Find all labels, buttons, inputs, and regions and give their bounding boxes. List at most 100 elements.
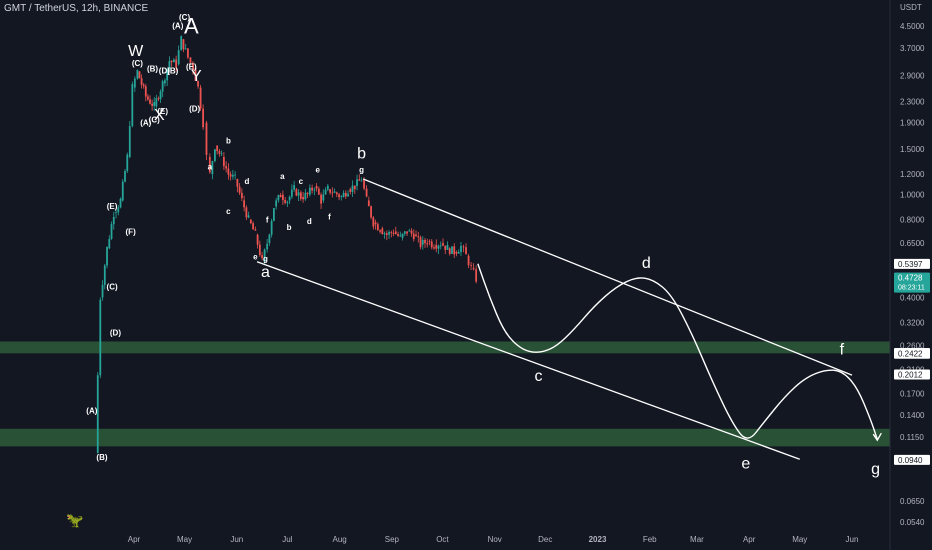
candle-body-90 xyxy=(304,192,307,200)
candle-body-59 xyxy=(234,174,237,176)
candle-body-16 xyxy=(133,78,136,88)
wave-label-29: a xyxy=(280,172,285,181)
wave-label-1: W xyxy=(128,43,144,60)
candle-body-64 xyxy=(245,207,248,218)
candle-body-65 xyxy=(247,215,250,218)
candle-body-11 xyxy=(121,181,124,201)
wave-label-35: b xyxy=(357,146,366,163)
tradingview-logo-icon[interactable]: 🦖 xyxy=(66,512,84,528)
candle-body-60 xyxy=(236,179,239,187)
candle-body-51 xyxy=(216,145,219,152)
wave-label-3: Y xyxy=(191,68,202,85)
wave-label-40: f xyxy=(840,342,845,359)
candle-body-116 xyxy=(363,179,365,189)
price-tag-bg-4 xyxy=(894,348,930,359)
y-tick-label-6: 1.2000 xyxy=(900,170,925,179)
candle-body-135 xyxy=(406,231,408,234)
wave-label-4: (A) xyxy=(172,22,183,31)
candle-body-8 xyxy=(115,212,117,213)
channel-line-0 xyxy=(362,178,853,376)
candle-body-67 xyxy=(252,223,255,230)
candle-body-2 xyxy=(101,284,104,298)
candle-body-108 xyxy=(344,192,347,197)
candle-body-81 xyxy=(284,199,287,203)
candle-body-133 xyxy=(401,233,404,238)
candle-body-43 xyxy=(194,67,197,81)
candle-body-109 xyxy=(347,193,349,197)
candle-body-115 xyxy=(360,180,363,182)
currency-label: USDT xyxy=(900,3,922,12)
wave-label-8: (D) xyxy=(159,66,170,75)
candle-body-46 xyxy=(202,108,205,128)
candle-body-152 xyxy=(444,245,447,250)
channel-line-1 xyxy=(256,261,800,460)
candle-body-137 xyxy=(410,230,413,234)
x-tick-label-2: Jun xyxy=(230,535,243,544)
candle-body-78 xyxy=(277,195,280,201)
wave-label-18: (D) xyxy=(110,328,121,337)
candle-body-82 xyxy=(286,201,289,203)
wave-label-9: (B) xyxy=(167,66,178,75)
candle-body-157 xyxy=(455,251,458,254)
price-tag-bg-2 xyxy=(894,272,930,293)
candle-body-155 xyxy=(451,246,453,254)
candle-body-17 xyxy=(136,70,139,79)
time-axis[interactable]: Apr May Jun Jul Aug Sep Oct Nov Dec 2023 Feb Mar Apr… xyxy=(128,535,859,544)
candle-body-153 xyxy=(446,245,449,250)
candle-body-80 xyxy=(281,194,284,200)
candle-body-163 xyxy=(470,265,472,267)
candle-body-72 xyxy=(263,249,266,262)
trend-channel-lines xyxy=(256,178,853,460)
candle-body-142 xyxy=(421,239,424,245)
candle-body-151 xyxy=(442,242,444,246)
y-tick-label-15: 0.1400 xyxy=(900,411,925,420)
candle-body-165 xyxy=(475,269,478,282)
y-tick-label-2: 2.9000 xyxy=(900,71,925,80)
candle-body-55 xyxy=(225,166,228,169)
price-tag-text-6: 0.0940 xyxy=(898,456,923,465)
y-tick-label-11: 0.3200 xyxy=(900,318,925,327)
wave-label-2: X xyxy=(154,107,165,124)
candle-body-158 xyxy=(457,252,460,254)
candle-body-113 xyxy=(356,179,358,187)
wave-label-7: (B) xyxy=(147,64,158,73)
candle-body-102 xyxy=(331,192,334,194)
candle-body-23 xyxy=(149,99,151,104)
candle-body-129 xyxy=(392,232,395,234)
x-tick-label-11: Mar xyxy=(690,535,704,544)
price-tag-bg-0 xyxy=(894,258,930,269)
candle-body-105 xyxy=(338,194,340,198)
candle-body-139 xyxy=(415,234,417,237)
candle-body-9 xyxy=(117,207,120,213)
wave-label-32: b xyxy=(287,223,292,232)
candle-body-7 xyxy=(112,217,115,225)
y-tick-label-10: 0.4000 xyxy=(900,293,925,302)
candle-body-156 xyxy=(453,246,456,255)
candle-body-161 xyxy=(465,247,467,255)
candle-body-66 xyxy=(249,219,252,224)
candle-body-5 xyxy=(108,238,111,249)
candle-body-20 xyxy=(142,84,145,87)
candle-body-122 xyxy=(376,224,379,231)
wave-label-22: b xyxy=(226,136,231,145)
candle-body-134 xyxy=(403,231,406,234)
candle-body-74 xyxy=(268,234,271,243)
candle-body-42 xyxy=(192,62,194,71)
candle-body-25 xyxy=(153,102,156,106)
candle-body-15 xyxy=(131,84,134,127)
y-tick-label-3: 2.3000 xyxy=(900,97,925,106)
wave-label-24: d xyxy=(244,177,249,186)
wave-label-16: (F) xyxy=(126,228,137,237)
candle-body-107 xyxy=(342,192,345,197)
candle-body-88 xyxy=(299,192,302,199)
candle-body-112 xyxy=(353,185,356,190)
price-axis[interactable]: 4.5000 3.7000 2.9000 2.3000 1.9000 1.5000 1.20… xyxy=(889,0,925,550)
candle-body-111 xyxy=(351,185,354,192)
candle-body-138 xyxy=(412,233,415,240)
price-tag-text-4: 0.2422 xyxy=(898,350,923,359)
candle-body-98 xyxy=(322,194,325,201)
projection-arrowhead xyxy=(872,432,882,442)
y-tick-label-18: 0.0540 xyxy=(900,518,925,527)
price-tag-timer-2: 08:23:11 xyxy=(898,285,925,292)
